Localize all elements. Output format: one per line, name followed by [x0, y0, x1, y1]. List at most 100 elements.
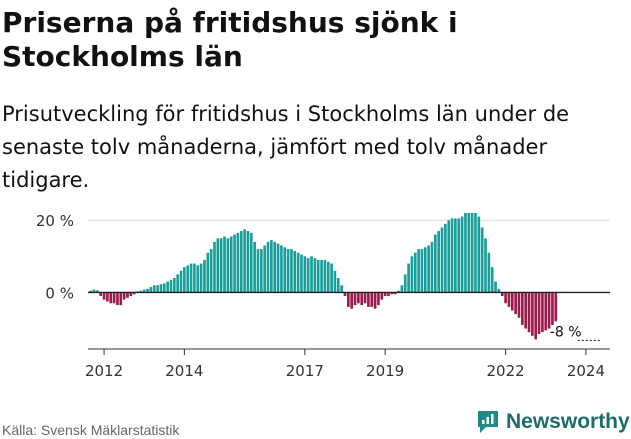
bar [517, 292, 521, 318]
bar [233, 234, 236, 293]
bar [387, 292, 390, 297]
bar [480, 227, 484, 293]
bar [162, 283, 166, 293]
bar [296, 252, 300, 293]
bar [266, 241, 270, 293]
bar [310, 256, 313, 293]
bar [514, 292, 517, 315]
bar [116, 292, 119, 306]
bar [403, 274, 407, 293]
bar [152, 285, 156, 293]
bar [457, 218, 461, 293]
bar [400, 285, 404, 293]
bar [336, 278, 340, 293]
bar [490, 267, 494, 293]
bar [410, 256, 414, 293]
x-tick-label: 2019 [366, 362, 404, 380]
bar [531, 292, 534, 336]
bar [219, 238, 223, 293]
bar [166, 281, 169, 293]
last-value-label: -8 % [550, 324, 582, 340]
bar [350, 292, 353, 309]
bar [246, 231, 250, 293]
bar [427, 245, 430, 293]
bar [99, 292, 103, 297]
bar [156, 285, 159, 293]
bar [393, 292, 397, 295]
bar [316, 259, 320, 293]
bar [477, 216, 481, 293]
bar [286, 249, 290, 293]
bar [357, 292, 360, 304]
bar [189, 263, 193, 293]
bar [544, 292, 548, 331]
bar [507, 292, 511, 307]
bar [112, 292, 116, 304]
bar [367, 292, 370, 307]
x-tick-label: 2017 [286, 362, 324, 380]
bar [276, 243, 280, 293]
bar [370, 292, 374, 307]
bar [216, 238, 220, 293]
bar [343, 292, 347, 297]
bar [454, 218, 457, 293]
bar [293, 250, 297, 293]
bar [142, 289, 146, 293]
bar [122, 292, 126, 300]
bar [450, 218, 454, 293]
x-tick-label: 2014 [165, 362, 203, 380]
bar [413, 252, 417, 293]
bar [326, 261, 330, 293]
bar [497, 288, 501, 293]
bar [306, 258, 310, 293]
bar [186, 265, 190, 293]
bar [541, 292, 544, 333]
x-tick-label: 2022 [487, 362, 525, 380]
bar [283, 247, 287, 293]
bar [92, 289, 96, 293]
bar [377, 292, 380, 306]
bar [474, 213, 477, 293]
bar [500, 292, 504, 297]
bar [320, 259, 323, 293]
bar [129, 292, 133, 297]
chart-title: Priserna på fritidshus sjönk i Stockholm… [2, 6, 458, 73]
bar [510, 292, 514, 311]
bar [551, 292, 554, 325]
bar-chart: 20 % 0 % 2012 2014 2017 2019 2022 2024 -8 % [36, 212, 610, 380]
bar [270, 240, 273, 293]
bar [89, 290, 92, 293]
bar [537, 292, 541, 334]
bar [494, 281, 497, 293]
bar [179, 270, 183, 293]
bar [96, 290, 99, 293]
bar [236, 232, 240, 293]
bar [504, 292, 507, 304]
bar [209, 249, 213, 293]
y-tick-label: 20 % [36, 212, 74, 230]
bar [102, 292, 106, 300]
bar [397, 290, 400, 293]
bar [199, 263, 203, 293]
bar [430, 241, 434, 293]
bar [323, 259, 327, 293]
bar [420, 249, 424, 293]
bar [223, 236, 226, 293]
bar [467, 213, 471, 293]
bar [226, 238, 230, 293]
bar [300, 254, 303, 293]
bar [447, 220, 451, 293]
bar [213, 241, 216, 293]
bar [290, 249, 293, 293]
bar [390, 292, 394, 295]
bar [249, 232, 253, 293]
bar [423, 247, 427, 293]
bar [183, 267, 186, 293]
bar [383, 292, 387, 297]
bar [313, 258, 317, 293]
bar [203, 259, 206, 293]
bar [196, 265, 200, 293]
bar [106, 292, 109, 302]
bar [460, 216, 464, 293]
bar [139, 290, 143, 293]
